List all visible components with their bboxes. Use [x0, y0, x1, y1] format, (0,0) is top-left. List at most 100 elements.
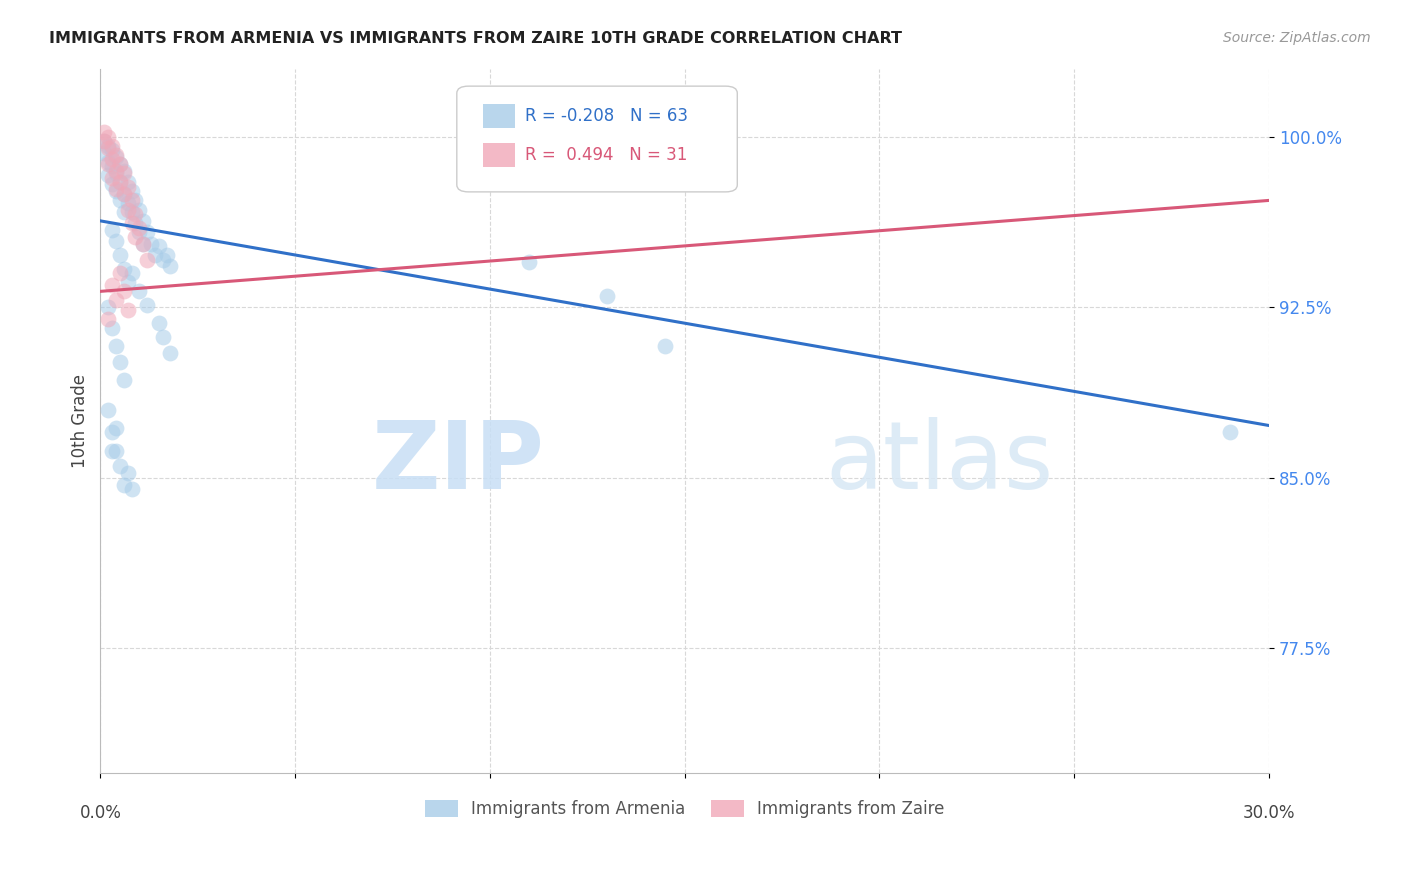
- Point: [101, 138, 124, 153]
- Point: [108, 459, 131, 474]
- Point: [108, 248, 131, 262]
- Point: [108, 175, 131, 189]
- Point: [101, 159, 124, 173]
- FancyBboxPatch shape: [482, 144, 515, 167]
- Point: [112, 204, 135, 219]
- Point: [596, 289, 619, 303]
- Point: [104, 148, 127, 162]
- Point: [101, 153, 124, 167]
- Point: [148, 316, 170, 330]
- Point: [132, 236, 155, 251]
- Point: [117, 195, 139, 210]
- Point: [159, 345, 181, 359]
- Point: [117, 275, 139, 289]
- Point: [143, 248, 166, 262]
- Point: [128, 202, 150, 217]
- Point: [121, 194, 143, 208]
- Point: [97, 311, 120, 326]
- FancyBboxPatch shape: [482, 104, 515, 128]
- Point: [104, 235, 127, 249]
- Point: [108, 157, 131, 171]
- Point: [112, 166, 135, 180]
- Point: [117, 467, 139, 481]
- Point: [1219, 425, 1241, 440]
- Point: [128, 220, 150, 235]
- Point: [693, 134, 716, 148]
- Point: [108, 175, 131, 189]
- Text: 30.0%: 30.0%: [1243, 804, 1295, 822]
- Point: [117, 302, 139, 317]
- Point: [93, 125, 115, 139]
- Point: [112, 261, 135, 276]
- Point: [517, 255, 540, 269]
- Point: [97, 169, 120, 183]
- Point: [101, 144, 124, 158]
- Point: [124, 229, 146, 244]
- Point: [121, 216, 143, 230]
- Point: [112, 285, 135, 299]
- Text: Source: ZipAtlas.com: Source: ZipAtlas.com: [1223, 31, 1371, 45]
- Point: [108, 355, 131, 369]
- Point: [112, 477, 135, 491]
- Point: [121, 266, 143, 280]
- Point: [124, 216, 146, 230]
- Point: [97, 141, 120, 155]
- Point: [108, 194, 131, 208]
- Point: [112, 373, 135, 387]
- Point: [101, 223, 124, 237]
- Point: [159, 260, 181, 274]
- Point: [112, 186, 135, 201]
- Point: [108, 157, 131, 171]
- Point: [128, 285, 150, 299]
- Point: [108, 266, 131, 280]
- Point: [152, 330, 174, 344]
- Point: [121, 204, 143, 219]
- Point: [93, 134, 115, 148]
- Point: [117, 179, 139, 194]
- Point: [112, 186, 135, 201]
- Point: [132, 214, 155, 228]
- Point: [152, 252, 174, 267]
- Text: ZIP: ZIP: [371, 417, 544, 509]
- Point: [155, 248, 177, 262]
- Point: [104, 166, 127, 180]
- Point: [97, 402, 120, 417]
- Point: [128, 225, 150, 239]
- Point: [104, 443, 127, 458]
- Point: [136, 298, 159, 312]
- Point: [101, 443, 124, 458]
- Text: IMMIGRANTS FROM ARMENIA VS IMMIGRANTS FROM ZAIRE 10TH GRADE CORRELATION CHART: IMMIGRANTS FROM ARMENIA VS IMMIGRANTS FR…: [49, 31, 903, 46]
- Text: 0.0%: 0.0%: [79, 804, 121, 822]
- Point: [136, 225, 159, 239]
- Point: [101, 178, 124, 192]
- Point: [104, 164, 127, 178]
- Point: [654, 339, 676, 353]
- Point: [124, 207, 146, 221]
- Point: [136, 252, 159, 267]
- Point: [112, 164, 135, 178]
- Point: [148, 239, 170, 253]
- Legend: Immigrants from Armenia, Immigrants from Zaire: Immigrants from Armenia, Immigrants from…: [418, 794, 952, 825]
- Point: [117, 175, 139, 189]
- Text: atlas: atlas: [825, 417, 1053, 509]
- FancyBboxPatch shape: [457, 87, 737, 192]
- Point: [124, 194, 146, 208]
- Point: [101, 425, 124, 440]
- Point: [132, 236, 155, 251]
- Point: [97, 154, 120, 169]
- Text: R = -0.208   N = 63: R = -0.208 N = 63: [524, 107, 688, 126]
- Point: [93, 134, 115, 148]
- Point: [117, 202, 139, 217]
- Point: [101, 277, 124, 292]
- Point: [97, 300, 120, 314]
- Point: [104, 339, 127, 353]
- Point: [101, 170, 124, 185]
- Point: [97, 157, 120, 171]
- Y-axis label: 10th Grade: 10th Grade: [72, 374, 89, 468]
- Point: [139, 236, 162, 251]
- Point: [121, 184, 143, 198]
- Text: R =  0.494   N = 31: R = 0.494 N = 31: [524, 146, 688, 164]
- Point: [104, 293, 127, 308]
- Point: [104, 150, 127, 164]
- Point: [121, 482, 143, 496]
